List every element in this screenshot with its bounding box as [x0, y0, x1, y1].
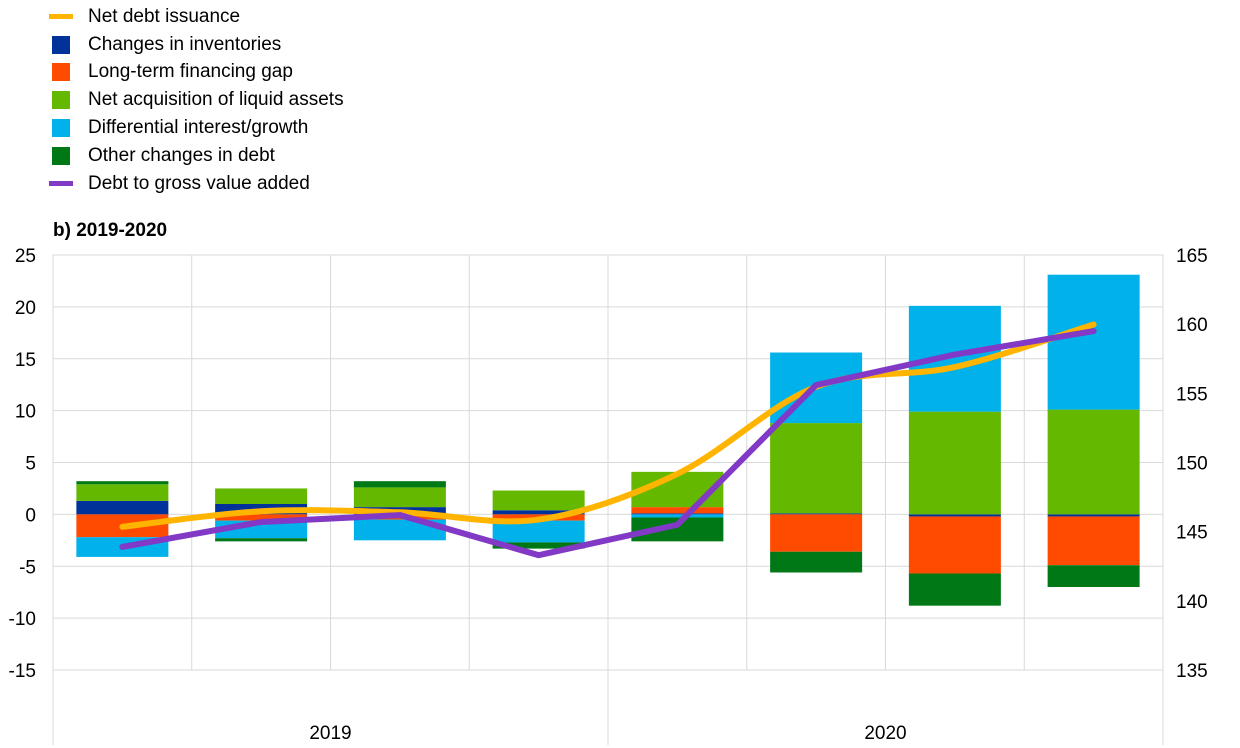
y-tick-label-right: 165 [1176, 246, 1208, 267]
bar-changes-in-inventories [770, 513, 863, 515]
legend-swatch [52, 63, 70, 82]
legend-label: Changes in inventories [88, 33, 282, 55]
x-group-label: 2019 [309, 723, 351, 744]
legend-swatch [49, 181, 73, 187]
legend-item: Net debt issuance [49, 3, 344, 31]
bar-other-changes-in-debt [908, 573, 1001, 606]
bar-changes-in-inventories [492, 510, 585, 515]
legend-swatch [52, 146, 70, 165]
bar-other-changes-in-debt [631, 517, 724, 542]
legend-item: Net acquisition of liquid assets [52, 86, 344, 114]
y-tick-label-left: 5 [25, 454, 36, 475]
bar-long-term-financing-gap [908, 516, 1001, 574]
y-tick-label-left: 25 [15, 246, 36, 267]
bar-changes-in-inventories [76, 500, 169, 515]
bar-net-acquisition-of-liquid-assets [215, 488, 308, 504]
y-tick-label-left: 0 [25, 505, 36, 526]
legend-label: Differential interest/growth [88, 117, 309, 139]
legend-item: Debt to gross value added [49, 170, 344, 198]
legend-item: Long-term financing gap [52, 59, 344, 87]
y-tick-label-left: 10 [15, 402, 36, 423]
bar-net-acquisition-of-liquid-assets [1047, 409, 1140, 515]
y-tick-label-left: 15 [15, 350, 36, 371]
y-tick-label-left: -15 [9, 661, 36, 682]
bar-other-changes-in-debt [1047, 565, 1140, 587]
bar-other-changes-in-debt [492, 542, 585, 549]
y-tick-label-right: 145 [1176, 523, 1208, 544]
bar-differential-interest-growth [631, 514, 724, 518]
bar-net-acquisition-of-liquid-assets [76, 484, 169, 501]
line-net-debt-issuance [119, 321, 1097, 530]
bar-net-acquisition-of-liquid-assets [353, 487, 446, 508]
y-tick-label-right: 140 [1176, 592, 1208, 613]
bar-long-term-financing-gap [631, 507, 724, 514]
bar-long-term-financing-gap [770, 514, 863, 552]
legend-item: Differential interest/growth [52, 114, 344, 142]
legend-swatch [52, 119, 70, 138]
legend: Net debt issuance Changes in inventories L… [49, 3, 344, 198]
bar-other-changes-in-debt [215, 538, 308, 542]
bar-changes-in-inventories [1047, 514, 1140, 517]
bar-differential-interest-growth [1047, 274, 1140, 410]
legend-swatch [52, 91, 70, 110]
legend-label: Net debt issuance [88, 5, 241, 27]
bar-other-changes-in-debt [770, 551, 863, 573]
bar-long-term-financing-gap [215, 514, 308, 521]
legend-item: Changes in inventories [52, 31, 344, 59]
y-tick-label-right: 155 [1176, 384, 1208, 405]
y-tick-label-left: -10 [9, 609, 36, 630]
legend-item: Other changes in debt [52, 142, 344, 170]
y-tick-label-right: 160 [1176, 315, 1208, 336]
y-tick-label-left: 20 [15, 298, 36, 319]
y-tick-label-right: 135 [1176, 661, 1208, 682]
legend-swatch [49, 14, 73, 20]
chart-subtitle: b) 2019-2020 [53, 220, 168, 241]
y-tick-label-right: 150 [1176, 454, 1208, 475]
y-tick-label-left: -5 [19, 557, 36, 578]
bar-changes-in-inventories [631, 513, 724, 515]
legend-label: Debt to gross value added [88, 172, 310, 194]
bar-differential-interest-growth [492, 520, 585, 543]
x-group-label: 2020 [864, 723, 906, 744]
bar-long-term-financing-gap [1047, 516, 1140, 566]
legend-label: Long-term financing gap [88, 61, 293, 83]
bar-changes-in-inventories [908, 514, 1001, 517]
bar-net-acquisition-of-liquid-assets [770, 423, 863, 514]
bar-net-acquisition-of-liquid-assets [908, 411, 1001, 515]
line-debt-to-gross-value-added [119, 328, 1097, 559]
legend-swatch [52, 35, 70, 54]
legend-label: Other changes in debt [88, 144, 275, 166]
bar-net-acquisition-of-liquid-assets [492, 490, 585, 511]
bar-other-changes-in-debt [76, 481, 169, 485]
legend-label: Net acquisition of liquid assets [88, 89, 344, 111]
bar-other-changes-in-debt [353, 481, 446, 488]
